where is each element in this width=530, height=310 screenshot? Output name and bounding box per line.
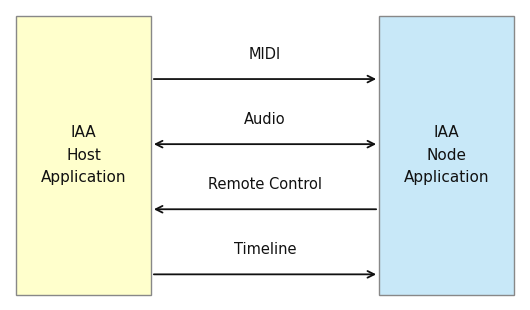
FancyBboxPatch shape [16,16,151,294]
Text: MIDI: MIDI [249,47,281,62]
Text: Timeline: Timeline [234,242,296,257]
Text: IAA
Host
Application: IAA Host Application [41,125,127,185]
Text: IAA
Node
Application: IAA Node Application [403,125,489,185]
Text: Remote Control: Remote Control [208,177,322,192]
Text: Audio: Audio [244,112,286,127]
FancyBboxPatch shape [379,16,514,294]
